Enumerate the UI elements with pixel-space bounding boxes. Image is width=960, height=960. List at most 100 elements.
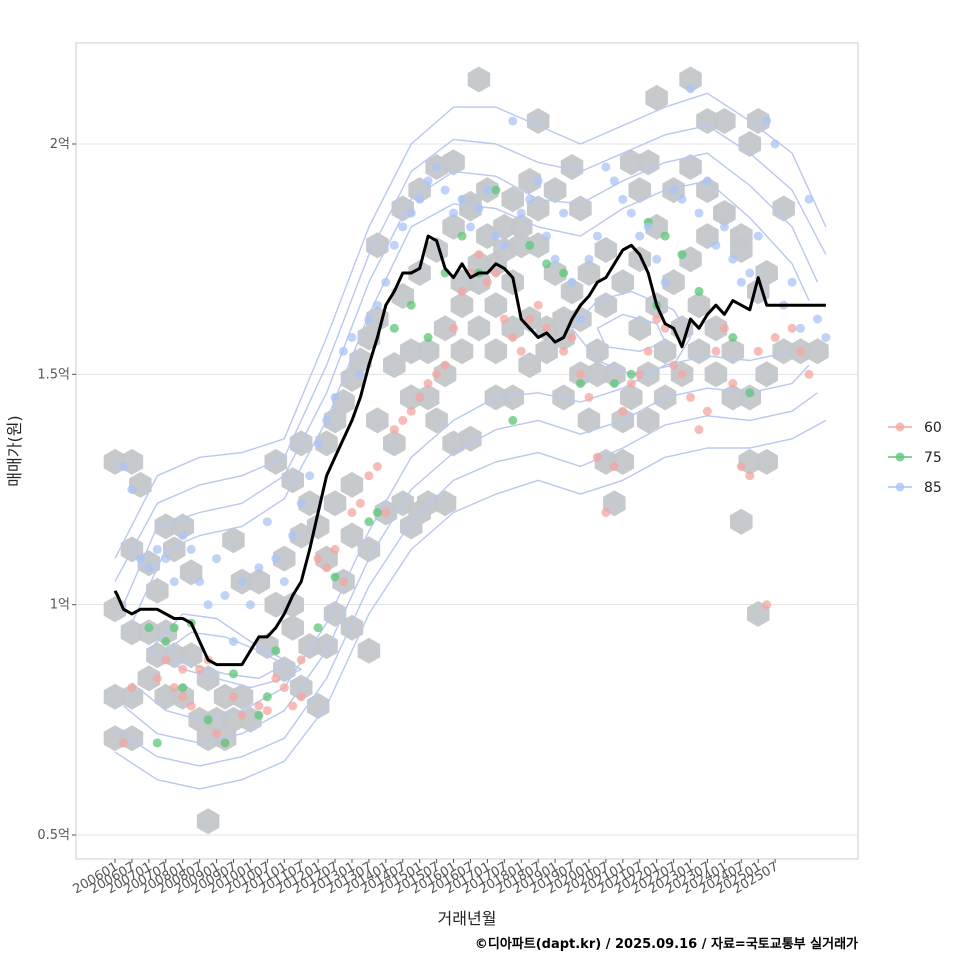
hexbin — [137, 665, 161, 692]
hexbin — [400, 513, 423, 540]
point-60 — [762, 600, 772, 610]
point-60 — [186, 701, 196, 711]
point-60 — [288, 701, 298, 711]
point-85 — [423, 176, 433, 186]
hexbin — [645, 84, 668, 111]
legend-label-75: 75 — [924, 450, 942, 466]
hexbin — [738, 131, 761, 157]
point-85 — [220, 591, 230, 600]
y-tick-label: 1.5억 — [37, 367, 70, 382]
point-60 — [677, 369, 687, 379]
point-60 — [178, 664, 188, 674]
point-60 — [381, 508, 391, 517]
point-85 — [254, 563, 264, 573]
hexbin — [501, 186, 524, 213]
hexbin — [611, 269, 635, 296]
point-60 — [533, 300, 543, 310]
y-tick-label: 1억 — [50, 598, 70, 613]
hexbin — [806, 338, 829, 365]
hexbin — [103, 683, 127, 710]
point-85 — [440, 185, 450, 195]
contour-line — [114, 92, 827, 559]
point-75 — [457, 231, 467, 241]
point-85 — [262, 517, 272, 527]
hexbin — [594, 237, 618, 263]
point-60 — [635, 369, 645, 379]
hexbin — [433, 315, 457, 342]
hexbin — [755, 361, 778, 388]
contour-line — [571, 290, 692, 375]
y-axis-title: 매매가(원) — [5, 415, 24, 486]
hexbin — [247, 568, 271, 595]
hexbin — [366, 232, 389, 259]
point-75 — [152, 738, 162, 748]
point-85 — [762, 116, 772, 126]
hexbin — [205, 706, 228, 733]
hexbin — [543, 177, 567, 204]
point-85 — [449, 208, 458, 218]
point-85 — [719, 222, 729, 232]
point-60 — [567, 333, 577, 342]
hexbin — [628, 315, 651, 342]
point-60 — [237, 710, 247, 720]
point-85 — [516, 208, 526, 218]
contour-line — [131, 350, 793, 721]
point-60 — [127, 683, 137, 693]
point-85 — [643, 222, 653, 232]
point-85 — [322, 415, 332, 425]
point-85 — [711, 240, 721, 250]
hexbin — [704, 361, 728, 388]
contour-line — [114, 392, 818, 767]
hexbin — [730, 508, 753, 535]
point-60 — [736, 462, 746, 471]
hexbin — [264, 591, 288, 618]
trend-line-layer — [113, 234, 826, 667]
hexbin — [518, 352, 541, 379]
point-85 — [702, 176, 712, 186]
point-60 — [719, 323, 729, 333]
point-60 — [152, 673, 162, 683]
point-85 — [398, 222, 408, 232]
point-75 — [491, 185, 501, 195]
hexbin — [662, 269, 685, 296]
point-60 — [271, 673, 281, 683]
point-85 — [736, 277, 746, 287]
point-85 — [474, 204, 484, 213]
point-85 — [559, 208, 569, 218]
point-75 — [677, 250, 687, 260]
point-85 — [728, 254, 738, 264]
point-60 — [592, 452, 602, 462]
point-60 — [702, 406, 712, 416]
point-85 — [584, 254, 594, 264]
point-85 — [127, 485, 137, 494]
point-75 — [220, 738, 230, 748]
point-60 — [398, 415, 408, 425]
point-85 — [229, 637, 238, 646]
point-85 — [609, 176, 619, 186]
point-85 — [669, 185, 679, 195]
hexbin — [137, 619, 161, 646]
point-60 — [525, 314, 535, 324]
point-75 — [262, 692, 272, 702]
point-60 — [389, 425, 399, 435]
point-60 — [364, 471, 374, 481]
point-60 — [372, 462, 382, 471]
point-60 — [745, 471, 755, 481]
point-85 — [271, 554, 281, 564]
point-75 — [406, 300, 416, 310]
point-75 — [364, 517, 374, 527]
y-tick-label: 2억 — [50, 137, 70, 152]
hexbin — [552, 384, 575, 411]
point-60 — [330, 544, 340, 554]
point-60 — [804, 369, 814, 379]
hexbin — [433, 361, 457, 388]
legend-label-85: 85 — [924, 480, 942, 496]
hexbin — [510, 232, 533, 259]
y-tick-label: 0.5억 — [37, 828, 70, 843]
point-85 — [313, 438, 323, 448]
point-85 — [694, 208, 704, 218]
y-axis: 0.5억 1억 1.5억 2억 — [37, 137, 76, 843]
contour-line — [114, 124, 827, 582]
point-85 — [381, 277, 391, 287]
point-75 — [313, 623, 323, 633]
